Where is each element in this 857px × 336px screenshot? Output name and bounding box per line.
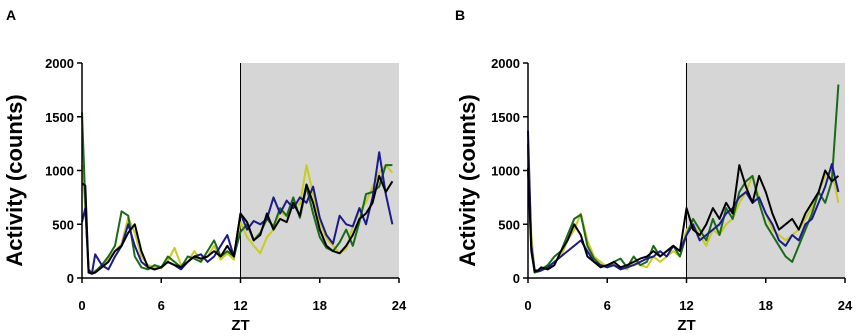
y-tick-label: 1500: [491, 110, 520, 125]
y-tick-label: 500: [52, 217, 74, 232]
x-tick-label: 0: [78, 298, 85, 313]
x-tick-label: 12: [679, 298, 693, 313]
series-line-1: [527, 84, 840, 274]
y-tick-label: 500: [498, 217, 520, 232]
x-tick-label: 6: [158, 298, 165, 313]
x-tick-label: 18: [313, 298, 327, 313]
series-line-1: [81, 112, 393, 275]
x-tick-label: 0: [524, 298, 531, 313]
series-line-3: [81, 174, 394, 275]
x-tick-label: 12: [233, 298, 247, 313]
panel-label: B: [455, 7, 465, 23]
y-axis-label: Activity (counts): [2, 94, 27, 266]
y-tick-label: 1500: [45, 110, 74, 125]
x-tick-label: 6: [604, 298, 611, 313]
y-tick-label: 1000: [491, 164, 520, 179]
panel-label: A: [6, 7, 16, 23]
x-tick-label: 24: [838, 298, 853, 313]
y-tick-label: 1000: [45, 164, 74, 179]
y-tick-label: 2000: [491, 56, 520, 71]
y-axis-label: Activity (counts): [455, 94, 480, 266]
y-tick-label: 2000: [45, 56, 74, 71]
panel-b: 0 500 1000 1500 2000 0 6 12 18 24 ZT Activity (coun…: [455, 7, 853, 334]
x-axis-label: ZT: [677, 317, 695, 334]
x-axis-label: ZT: [231, 317, 249, 334]
y-tick-label: 0: [513, 271, 520, 286]
x-tick-label: 18: [759, 298, 773, 313]
dark-phase-shading: [686, 63, 845, 278]
series-line-3: [527, 164, 840, 273]
dark-phase-shading: [240, 63, 399, 278]
panel-a: 0 500 1000 1500 2000 0 6 12 18 24 ZT Activity (coun…: [2, 7, 407, 334]
y-tick-label: 0: [67, 271, 74, 286]
x-tick-label: 24: [392, 298, 407, 313]
